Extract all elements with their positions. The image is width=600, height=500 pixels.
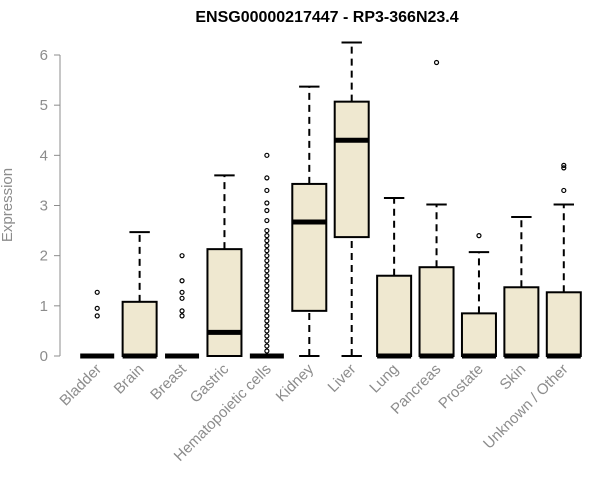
outlier-point: [264, 263, 270, 269]
box-11: [545, 162, 582, 359]
boxes-group: [80, 41, 582, 359]
outlier-point: [264, 343, 270, 349]
outlier-point: [264, 175, 270, 181]
x-tick-label: Bladder: [56, 361, 105, 410]
outlier-point: [264, 207, 270, 214]
outlier-point: [264, 288, 270, 294]
outlier-point: [179, 278, 185, 284]
box-rect: [291, 182, 328, 312]
outlier-point: [94, 289, 100, 295]
box-rect: [418, 266, 455, 357]
outlier-point: [264, 308, 270, 314]
box-0: [80, 289, 115, 359]
outlier-point: [179, 308, 185, 314]
box-rect: [121, 300, 158, 358]
outlier-point: [264, 303, 270, 309]
box-6: [333, 41, 370, 357]
outlier-point: [179, 289, 185, 295]
outlier-point: [264, 200, 270, 206]
outlier-point: [561, 165, 567, 171]
y-tick-label: 3: [40, 198, 48, 215]
outlier-point: [264, 253, 270, 259]
outlier-point: [264, 268, 270, 274]
box-rect: [206, 248, 243, 358]
box-5: [291, 85, 328, 357]
outlier-point: [433, 59, 440, 66]
outlier-point: [94, 305, 100, 311]
y-tick-label: 1: [40, 298, 48, 315]
y-axis: 0 1 2 3 4 5 6: [40, 47, 61, 365]
y-tick-label: 5: [40, 97, 48, 114]
outlier-point: [264, 273, 270, 279]
x-tick-label: Liver: [325, 361, 360, 396]
outlier-point: [264, 313, 270, 319]
outlier-point: [264, 298, 270, 304]
outlier-point: [264, 338, 270, 344]
outlier-point: [264, 233, 270, 239]
y-tick-label: 2: [40, 248, 48, 265]
outlier-point: [561, 162, 567, 168]
box-3: [206, 174, 243, 358]
outlier-point: [264, 323, 270, 329]
outlier-point: [561, 187, 567, 194]
outlier-point: [264, 278, 270, 284]
box-4: [249, 152, 284, 359]
outlier-point: [264, 152, 270, 158]
box-2: [165, 253, 200, 359]
box-rect: [376, 274, 413, 358]
outlier-point: [264, 243, 270, 249]
outlier-point: [476, 233, 482, 239]
outlier-point: [179, 313, 185, 319]
chart-title: ENSG00000217447 - RP3-366N23.4: [195, 9, 458, 26]
x-tick-label: Skin: [497, 361, 530, 394]
box-10: [503, 216, 540, 359]
outlier-point: [264, 187, 270, 194]
outlier-point: [179, 295, 185, 301]
box-rect: [333, 100, 370, 239]
box-rect: [460, 312, 497, 358]
outlier-point: [264, 217, 270, 224]
x-tick-label: Lung: [366, 361, 402, 397]
box-7: [376, 196, 413, 359]
outlier-point: [264, 258, 270, 264]
box-rect: [545, 291, 582, 357]
outlier-point: [179, 253, 185, 259]
box-1: [121, 231, 158, 359]
x-tick-label: Brain: [111, 361, 148, 398]
outlier-point: [264, 318, 270, 324]
y-tick-label: 0: [40, 348, 48, 365]
x-tick-label: Breast: [147, 360, 190, 403]
outlier-point: [264, 333, 270, 339]
box-9: [460, 233, 497, 359]
box-rect: [503, 286, 540, 357]
outlier-point: [264, 238, 270, 244]
outlier-point: [264, 248, 270, 254]
y-tick-label: 4: [40, 147, 48, 164]
outlier-point: [264, 348, 270, 354]
outlier-point: [264, 328, 270, 334]
outlier-point: [94, 313, 100, 319]
outlier-point: [264, 227, 270, 234]
x-tick-label: Kidney: [273, 360, 318, 405]
y-tick-label: 6: [40, 47, 48, 64]
outlier-point: [264, 293, 270, 299]
outlier-point: [264, 283, 270, 289]
y-axis-label: Expression: [0, 168, 16, 242]
x-tick-label: Prostate: [435, 361, 487, 413]
box-8: [418, 59, 455, 359]
